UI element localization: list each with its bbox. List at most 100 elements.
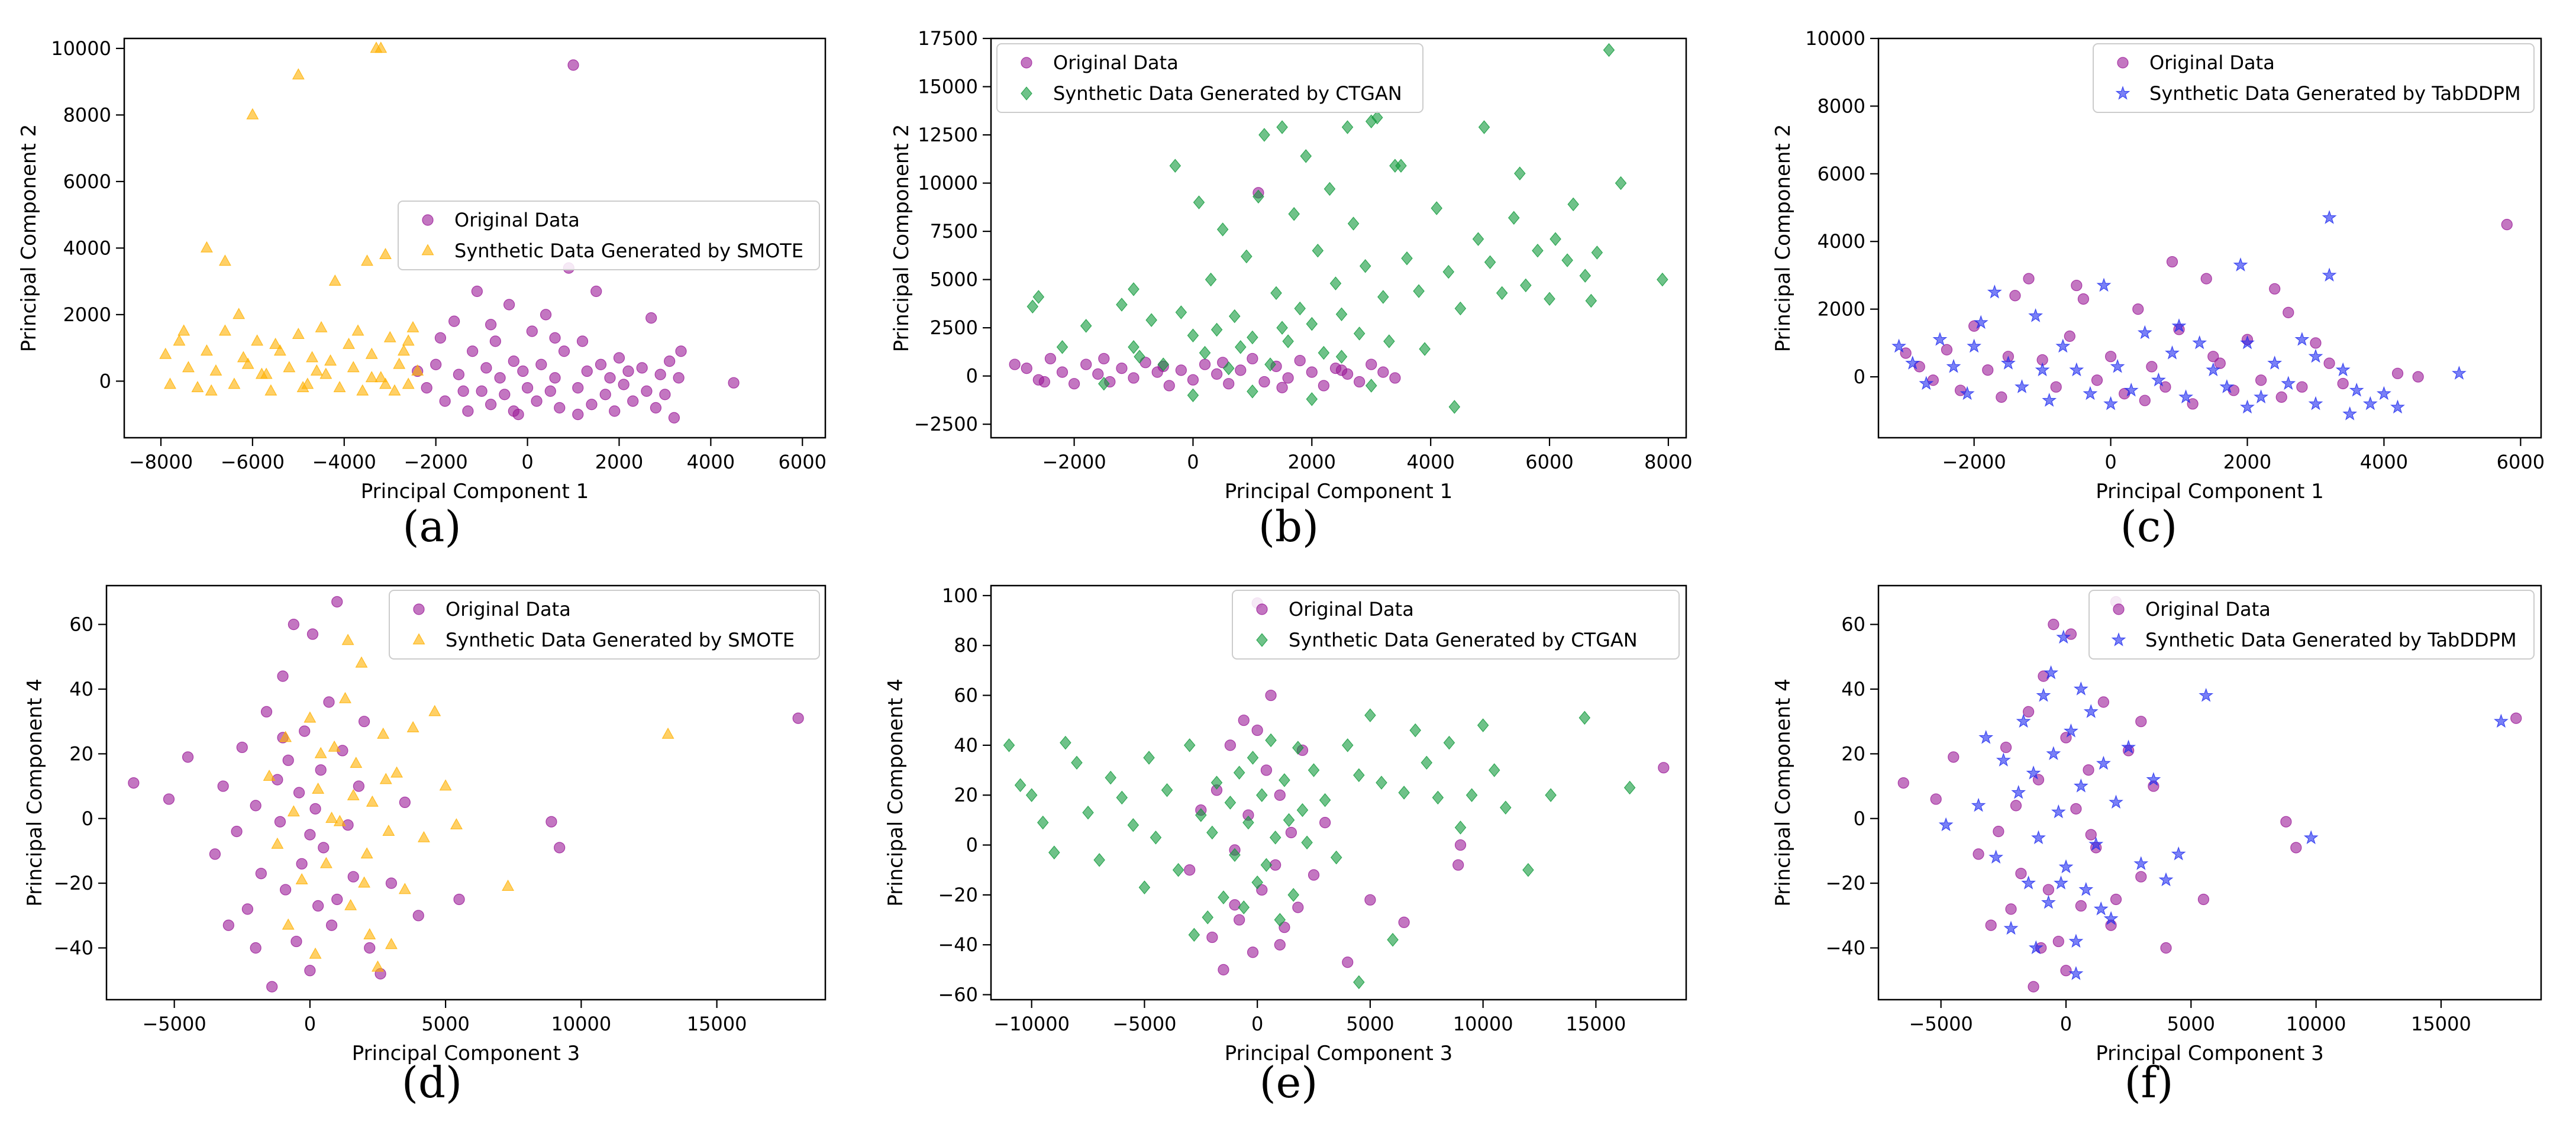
data-point [2051, 804, 2066, 819]
data-point [1234, 914, 1245, 926]
data-point [398, 883, 411, 894]
data-point [356, 384, 369, 396]
legend-marker [421, 244, 434, 256]
data-point [1282, 372, 1294, 384]
data-point [2036, 687, 2051, 702]
data-point [250, 800, 262, 812]
series-original [412, 59, 740, 424]
data-point [1202, 910, 1214, 925]
data-point [325, 919, 338, 931]
data-point [1233, 765, 1245, 780]
data-point [1172, 862, 1184, 877]
y-tick-label: 8000 [1818, 95, 1865, 117]
y-tick-label: 0 [1854, 366, 1865, 388]
data-point [292, 68, 305, 80]
data-point [318, 842, 330, 854]
data-point [296, 381, 309, 392]
data-point [2110, 893, 2122, 906]
data-point [328, 740, 341, 752]
y-tick-label: −60 [938, 984, 978, 1006]
data-point [2290, 842, 2302, 854]
data-point [375, 371, 388, 383]
data-point [372, 960, 384, 972]
data-point [428, 705, 441, 716]
data-point [1989, 849, 2004, 864]
data-point [2016, 713, 2031, 728]
data-point [365, 347, 378, 359]
x-tick-label: −4000 [312, 451, 376, 473]
data-point [1247, 751, 1259, 765]
y-tick-label: 12500 [918, 124, 978, 146]
data-point [1507, 211, 1520, 225]
data-point [1478, 120, 1490, 134]
data-point [1048, 845, 1060, 859]
data-point [494, 372, 506, 384]
chart-panel-3: −2000 0 2000 4000 6000 0 2000 4000 6000 8000 10000… [1771, 27, 2545, 551]
data-point [1210, 775, 1223, 790]
x-axis-label: Principal Component 1 [2096, 480, 2324, 503]
data-point [2135, 716, 2147, 728]
data-point [2322, 267, 2337, 282]
data-point [363, 928, 376, 939]
plot-area [1009, 43, 1668, 414]
data-point [1025, 788, 1038, 802]
y-tick-label: 0 [1854, 807, 1865, 830]
data-point [2011, 784, 2026, 799]
data-point [2026, 765, 2041, 780]
data-point [2096, 755, 2111, 770]
data-point [361, 254, 373, 266]
data-point [1188, 928, 1200, 942]
data-point [544, 385, 556, 397]
data-point [1175, 305, 1187, 319]
data-point [1454, 820, 1467, 835]
y-tick-label: −40 [938, 933, 978, 956]
x-tick-label: 15000 [687, 1013, 747, 1035]
data-point [2042, 884, 2054, 896]
data-point [1532, 243, 1544, 258]
data-point [2158, 872, 2174, 887]
y-axis-label: Principal Component 4 [1771, 678, 1795, 907]
data-point [1157, 357, 1170, 371]
legend-box [2093, 43, 2535, 113]
data-point [388, 384, 401, 396]
data-point [1561, 253, 1573, 267]
data-point [2342, 406, 2358, 421]
data-point [331, 893, 343, 906]
data-point [282, 754, 294, 766]
y-tick-label: 2000 [1818, 298, 1865, 321]
data-point [1897, 777, 1909, 789]
data-point [2281, 376, 2296, 390]
data-point [2132, 303, 2144, 315]
panel-label: (f) [2125, 1058, 2174, 1107]
data-point [2254, 389, 2269, 403]
x-tick-label: 0 [1251, 1013, 1263, 1035]
legend-box [389, 590, 820, 660]
data-point [448, 315, 460, 327]
data-point [319, 857, 333, 868]
data-point [351, 324, 364, 336]
legend-marker [1021, 86, 1032, 101]
data-point [2048, 619, 2059, 631]
data-point [2135, 871, 2147, 883]
data-point [382, 825, 395, 836]
data-point [1353, 327, 1366, 341]
data-point [319, 367, 333, 379]
legend-label: Synthetic Data Generated by SMOTE [454, 240, 803, 262]
data-point [1971, 797, 1986, 812]
data-point [1500, 800, 1512, 815]
data-point [273, 344, 286, 356]
data-point [1253, 189, 1264, 204]
panel-label: (b) [1258, 502, 1319, 551]
x-tick-label: −6000 [221, 451, 285, 473]
data-point [393, 357, 406, 369]
data-point [2390, 399, 2405, 414]
data-point [480, 362, 492, 374]
data-point [1163, 380, 1175, 392]
data-point [1938, 817, 1954, 832]
data-point [379, 773, 392, 784]
legend: Original Data Synthetic Data Generated by… [389, 590, 820, 660]
data-point [1657, 272, 1668, 287]
data-point [2199, 687, 2214, 702]
legend: Original Data Synthetic Data Generated by… [398, 201, 820, 270]
data-point [2240, 399, 2255, 414]
